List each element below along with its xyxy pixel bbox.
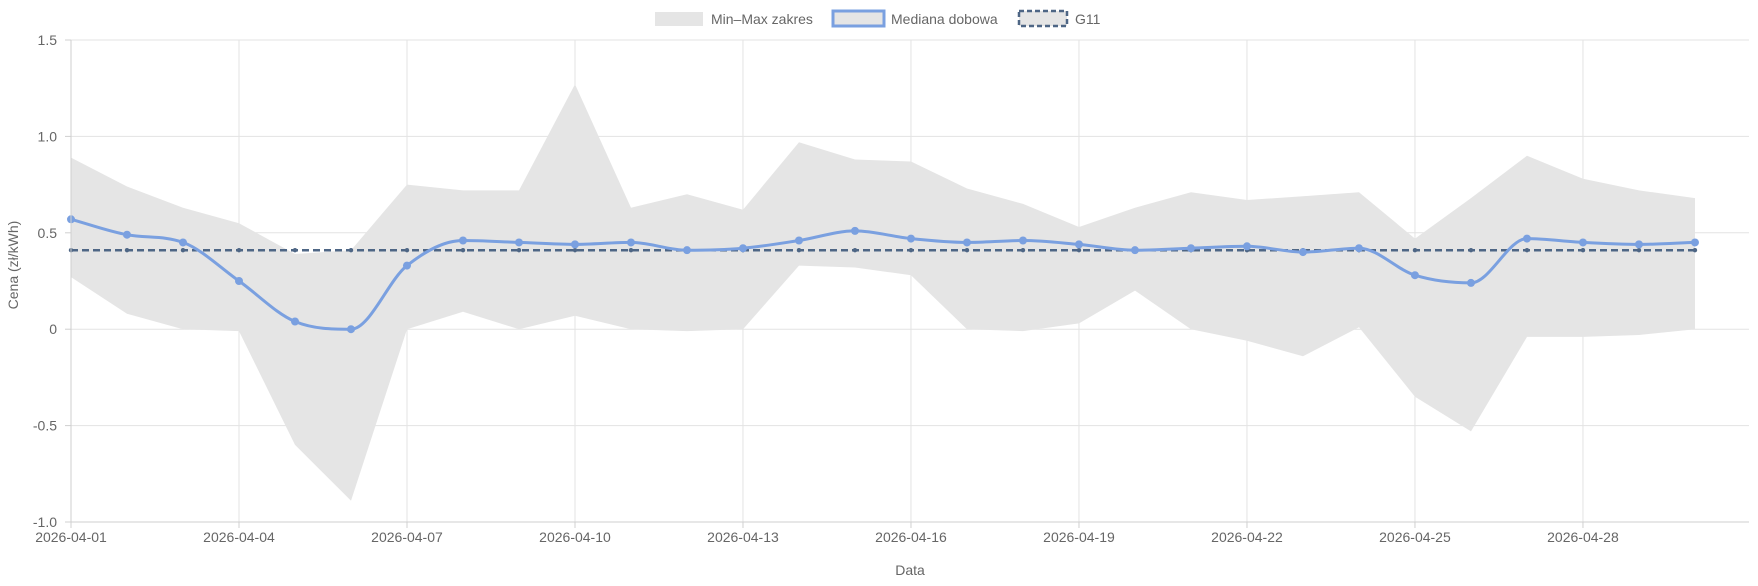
x-tick-label: 2026-04-01: [35, 529, 107, 545]
legend-item-min-max[interactable]: Min–Max zakres: [655, 11, 813, 27]
g11-point: [628, 247, 634, 253]
g11-point: [1468, 247, 1474, 253]
g11-point: [1692, 247, 1698, 253]
median-point: [1242, 242, 1251, 251]
median-point: [1690, 238, 1699, 247]
x-tick-label: 2026-04-25: [1379, 529, 1451, 545]
legend-swatch-g11: [1017, 9, 1069, 28]
median-point: [178, 238, 187, 247]
median-point: [1018, 236, 1027, 245]
x-tick-label: 2026-04-28: [1547, 529, 1619, 545]
g11-point: [1076, 247, 1082, 253]
y-tick-label: -0.5: [33, 418, 57, 434]
y-axis-title: Cena (zł/kWh): [5, 221, 21, 310]
g11-point: [292, 247, 298, 253]
median-point: [1410, 271, 1419, 280]
g11-point: [348, 247, 354, 253]
median-point: [1522, 234, 1531, 243]
median-point: [1298, 248, 1307, 257]
median-point: [794, 236, 803, 245]
median-point: [570, 240, 579, 249]
x-tick-label: 2026-04-22: [1211, 529, 1283, 545]
y-tick-label: 0: [49, 321, 57, 337]
g11-point: [1636, 247, 1642, 253]
median-point: [1354, 244, 1363, 253]
g11-point: [852, 247, 858, 253]
median-point: [1634, 240, 1643, 249]
g11-point: [124, 247, 130, 253]
legend-label-min-max: Min–Max zakres: [711, 11, 813, 27]
g11-point: [236, 247, 242, 253]
y-tick-label: 1.5: [38, 32, 58, 48]
legend-item-g11[interactable]: G11: [1017, 9, 1101, 28]
median-point: [906, 234, 915, 243]
legend-label-median: Mediana dobowa: [891, 11, 998, 27]
g11-point: [404, 247, 410, 253]
x-tick-label: 2026-04-04: [203, 529, 275, 545]
g11-point: [516, 247, 522, 253]
g11-point: [1020, 247, 1026, 253]
median-point: [346, 325, 355, 334]
x-tick-label: 2026-04-13: [707, 529, 779, 545]
median-point: [234, 277, 243, 285]
x-tick-label: 2026-04-07: [371, 529, 443, 545]
median-point: [626, 238, 635, 247]
min-max-band: [71, 84, 1695, 501]
median-point: [682, 246, 691, 255]
legend-swatch-min-max: [655, 12, 703, 26]
median-point: [1578, 238, 1587, 247]
g11-point: [1412, 247, 1418, 253]
median-point: [458, 236, 467, 245]
g11-point: [964, 247, 970, 253]
legend-item-median[interactable]: Mediana dobowa: [831, 9, 998, 28]
x-tick-label: 2026-04-16: [875, 529, 947, 545]
g11-point: [572, 247, 578, 253]
g11-point: [796, 247, 802, 253]
y-tick-label: -1.0: [33, 514, 57, 530]
min-max-area: [71, 84, 1695, 501]
median-point: [290, 317, 299, 326]
median-point: [122, 230, 131, 239]
median-point: [1466, 278, 1475, 287]
g11-point: [1580, 247, 1586, 253]
median-line: [70, 217, 1696, 331]
median-point: [514, 238, 523, 247]
g11-point: [460, 247, 466, 253]
median-point: [962, 238, 971, 247]
median-point: [1130, 246, 1139, 255]
y-tick-label: 0.5: [38, 225, 58, 241]
g11-point: [180, 247, 186, 253]
median-point: [402, 261, 411, 270]
legend[interactable]: Min–Max zakres Mediana dobowa G11: [655, 9, 1101, 28]
legend-label-g11: G11: [1075, 11, 1101, 27]
x-tick-label: 2026-04-19: [1043, 529, 1115, 545]
x-axis-title: Data: [895, 562, 925, 578]
median-series: [67, 215, 1699, 334]
median-point: [1186, 244, 1195, 253]
legend-swatch-median: [831, 9, 886, 28]
median-point: [1074, 240, 1083, 249]
median-point: [850, 226, 859, 235]
y-tick-label: 1.0: [38, 128, 58, 144]
median-point: [738, 244, 747, 253]
x-tick-label: 2026-04-10: [539, 529, 611, 545]
g11-point: [1524, 247, 1530, 253]
g11-point: [908, 247, 914, 253]
